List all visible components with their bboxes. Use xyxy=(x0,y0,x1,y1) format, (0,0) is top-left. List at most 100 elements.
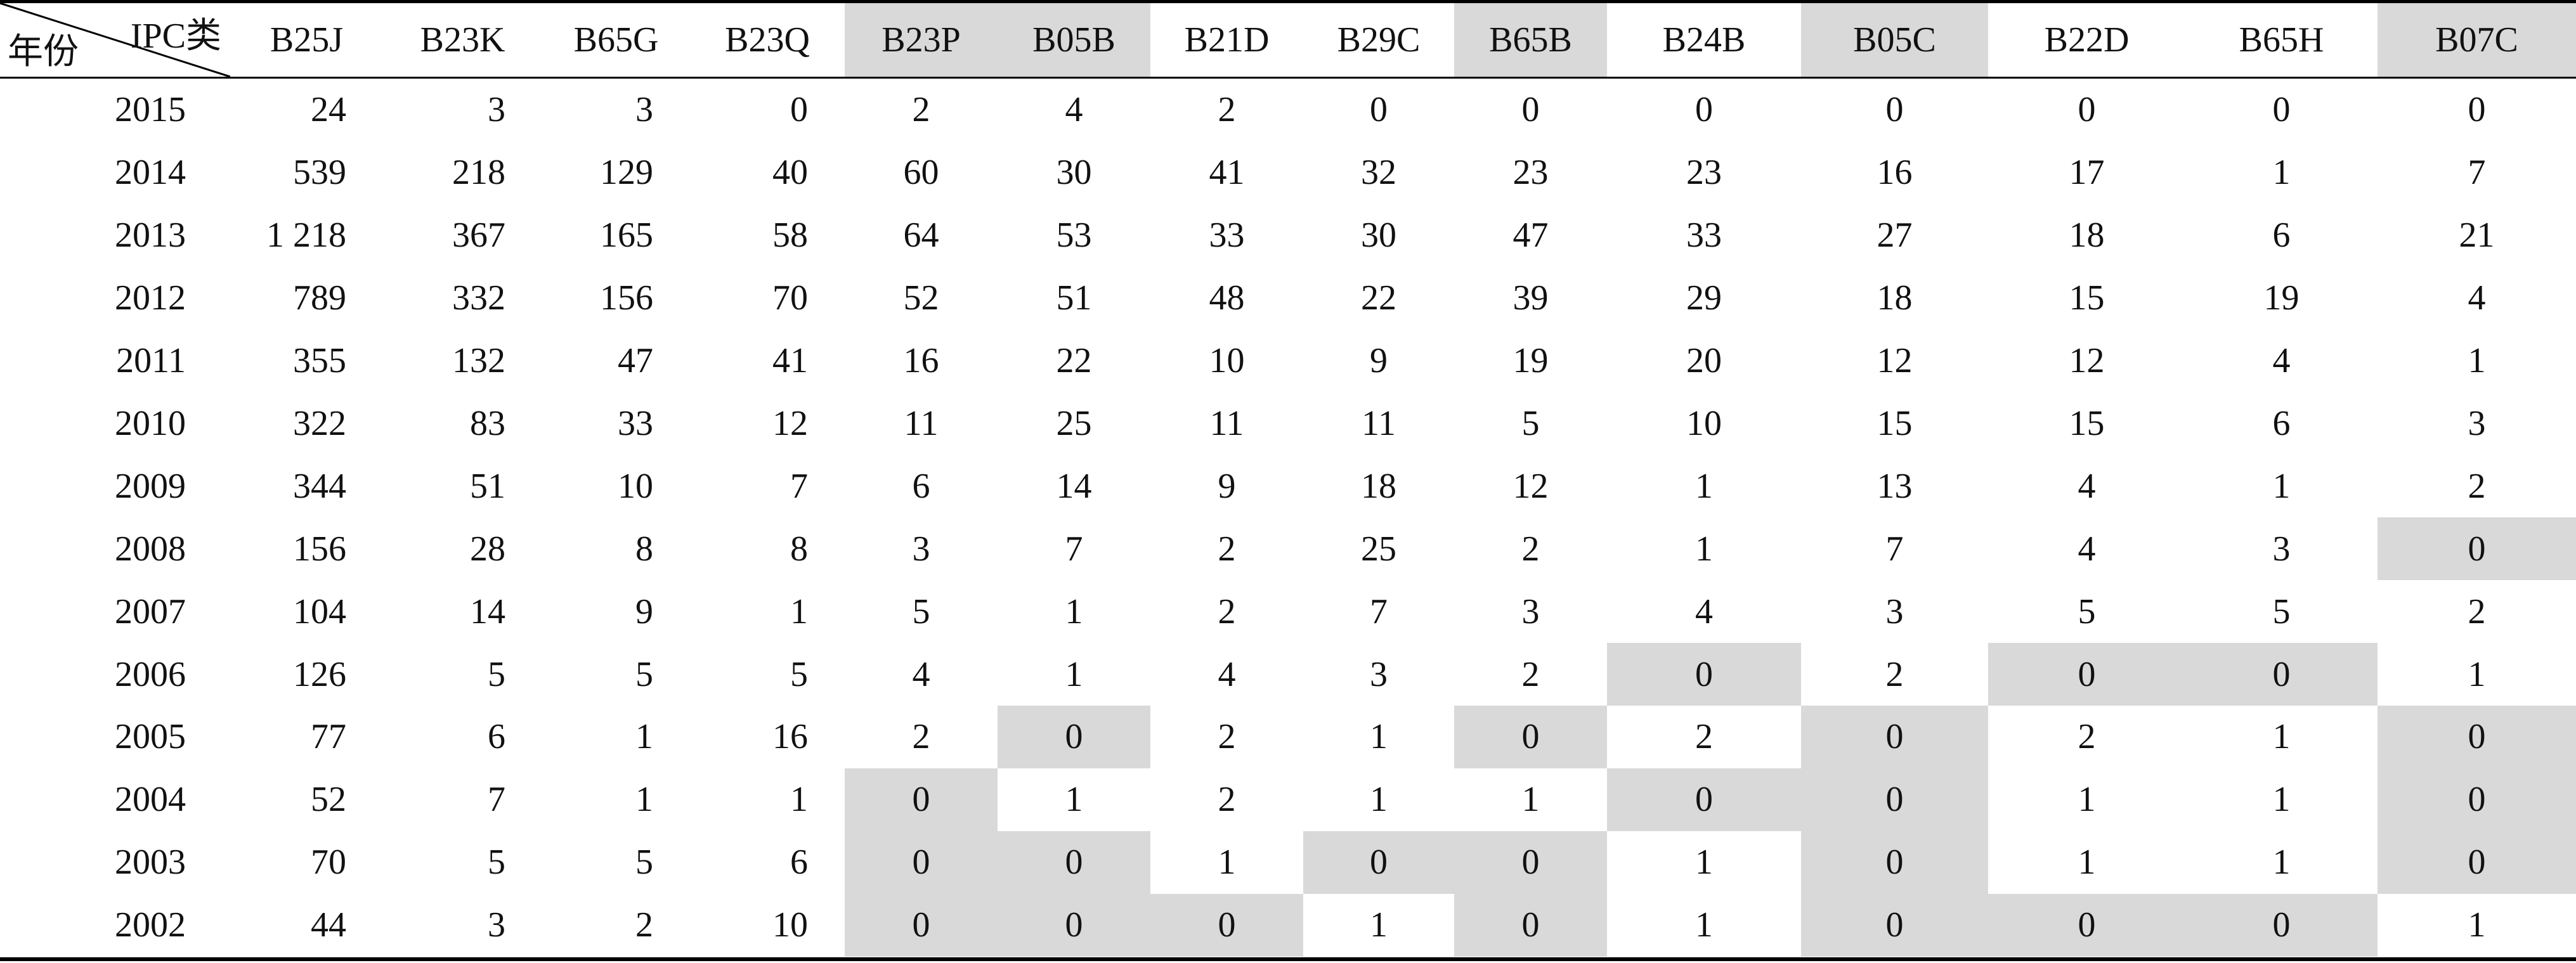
year-cell: 2013 xyxy=(115,216,186,255)
value-cell: 2 xyxy=(912,717,930,757)
value-cell: 0 xyxy=(1521,90,1540,130)
value-cell: 70 xyxy=(772,278,808,318)
column-header: B21D xyxy=(1184,20,1270,60)
value-cell: 19 xyxy=(2263,278,2300,318)
value-cell: 70 xyxy=(311,843,346,882)
value-cell: 13 xyxy=(1877,466,1913,506)
year-cell: 2015 xyxy=(115,90,186,130)
year-cell: 2008 xyxy=(115,529,186,569)
value-cell: 2 xyxy=(2468,466,2486,506)
value-cell: 7 xyxy=(2468,153,2486,193)
value-cell: 1 xyxy=(2078,780,2096,820)
value-cell: 28 xyxy=(470,529,505,569)
value-cell: 0 xyxy=(998,831,1150,894)
value-cell: 47 xyxy=(1512,216,1549,255)
value-cell: 5 xyxy=(2272,591,2291,631)
value-cell: 1 xyxy=(1695,905,1713,945)
value-cell: 8 xyxy=(790,529,808,569)
value-cell: 10 xyxy=(618,466,653,506)
value-cell: 3 xyxy=(488,905,505,945)
top-rule xyxy=(0,0,2576,3)
value-cell: 58 xyxy=(772,216,808,255)
value-cell: 1 xyxy=(1370,905,1388,945)
value-cell: 0 xyxy=(1150,893,1303,957)
value-cell: 6 xyxy=(790,843,808,882)
value-cell: 7 xyxy=(1885,529,1904,569)
value-cell: 3 xyxy=(2468,403,2486,443)
column-header: B24B xyxy=(1662,20,1746,60)
value-cell: 165 xyxy=(600,216,653,255)
value-cell: 1 xyxy=(1065,780,1083,820)
value-cell: 14 xyxy=(470,591,505,631)
value-cell: 1 xyxy=(1695,466,1713,506)
column-header: B05C xyxy=(1801,3,1988,77)
value-cell: 0 xyxy=(2468,90,2486,130)
column-header: B07C xyxy=(2378,3,2576,77)
value-cell: 7 xyxy=(488,780,505,820)
value-cell: 18 xyxy=(1877,278,1913,318)
value-cell: 0 xyxy=(998,893,1150,957)
value-cell: 11 xyxy=(904,403,939,443)
value-cell: 7 xyxy=(1370,591,1388,631)
value-cell: 132 xyxy=(452,341,505,381)
year-cell: 2004 xyxy=(115,780,186,820)
value-cell: 1 xyxy=(2468,654,2486,694)
value-cell: 16 xyxy=(772,717,808,757)
value-cell: 0 xyxy=(1607,768,1801,831)
value-cell: 21 xyxy=(2459,216,2495,255)
value-cell: 0 xyxy=(845,831,998,894)
value-cell: 52 xyxy=(903,278,939,318)
value-cell: 5 xyxy=(790,654,808,694)
value-cell: 3 xyxy=(488,90,505,130)
value-cell: 12 xyxy=(2069,341,2105,381)
column-header: B23Q xyxy=(725,20,810,60)
value-cell: 41 xyxy=(772,341,808,381)
value-cell: 0 xyxy=(2378,831,2576,894)
bottom-rule xyxy=(0,957,2576,961)
value-cell: 0 xyxy=(2378,517,2576,581)
value-cell: 0 xyxy=(790,90,808,130)
year-cell: 2014 xyxy=(115,153,186,193)
value-cell: 40 xyxy=(772,153,808,193)
value-cell: 1 xyxy=(635,780,653,820)
value-cell: 0 xyxy=(1801,706,1988,768)
value-cell: 0 xyxy=(1988,643,2185,706)
value-cell: 7 xyxy=(1065,529,1083,569)
value-cell: 44 xyxy=(311,905,346,945)
value-cell: 0 xyxy=(2185,893,2378,957)
value-cell: 0 xyxy=(2185,643,2378,706)
value-cell: 10 xyxy=(1209,341,1245,381)
value-cell: 4 xyxy=(1218,654,1236,694)
value-cell: 1 xyxy=(2468,905,2486,945)
value-cell: 1 xyxy=(1370,780,1388,820)
value-cell: 14 xyxy=(1056,466,1092,506)
value-cell: 1 xyxy=(2272,466,2291,506)
value-cell: 51 xyxy=(1056,278,1092,318)
value-cell: 0 xyxy=(1801,893,1988,957)
value-cell: 355 xyxy=(293,341,346,381)
value-cell: 51 xyxy=(470,466,505,506)
value-cell: 5 xyxy=(488,843,505,882)
year-cell: 2002 xyxy=(115,905,186,945)
value-cell: 8 xyxy=(635,529,653,569)
value-cell: 0 xyxy=(1454,831,1607,894)
value-cell: 18 xyxy=(1361,466,1396,506)
value-cell: 3 xyxy=(2272,529,2291,569)
diagonal xyxy=(0,3,230,77)
column-header: B65H xyxy=(2239,20,2324,60)
value-cell: 0 xyxy=(1454,893,1607,957)
value-cell: 30 xyxy=(1056,153,1092,193)
value-cell: 0 xyxy=(1885,90,1904,130)
value-cell: 1 xyxy=(1521,780,1540,820)
value-cell: 344 xyxy=(293,466,346,506)
value-cell: 39 xyxy=(1512,278,1549,318)
value-cell: 0 xyxy=(1695,90,1713,130)
value-cell: 2 xyxy=(912,90,930,130)
value-cell: 5 xyxy=(912,591,930,631)
value-cell: 29 xyxy=(1686,278,1722,318)
value-cell: 9 xyxy=(1218,466,1236,506)
value-cell: 3 xyxy=(912,529,930,569)
value-cell: 0 xyxy=(845,893,998,957)
value-cell: 30 xyxy=(1361,216,1396,255)
value-cell: 2 xyxy=(1218,780,1236,820)
